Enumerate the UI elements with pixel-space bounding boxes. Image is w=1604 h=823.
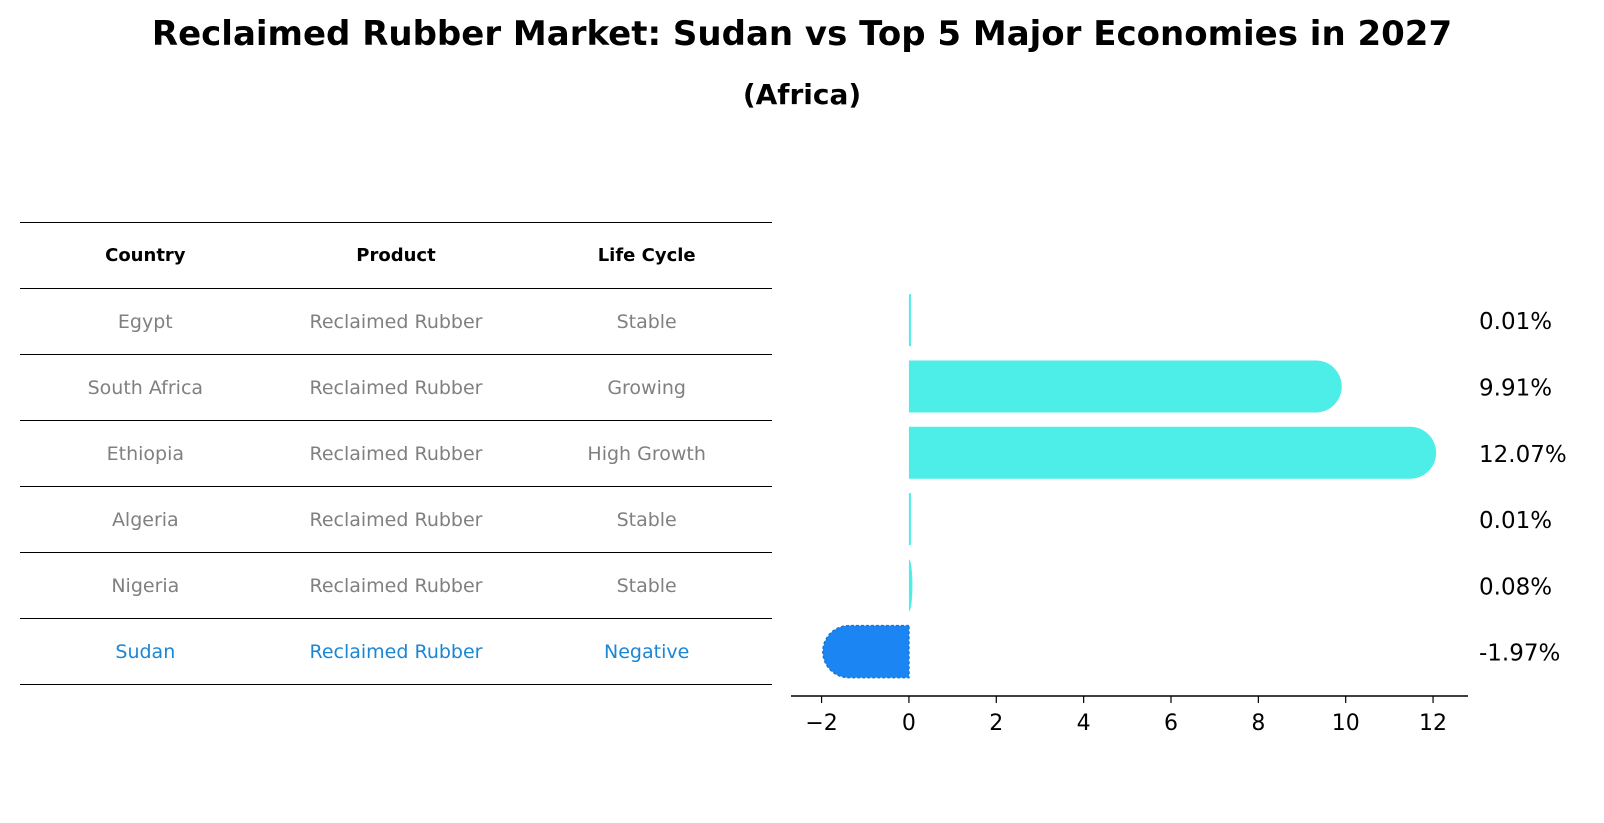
bar-nigeria bbox=[908, 559, 913, 612]
cell-product: Reclaimed Rubber bbox=[270, 420, 522, 487]
table-row: Ethiopia Reclaimed Rubber High Growth bbox=[20, 420, 772, 487]
bar-sudan bbox=[822, 624, 910, 679]
bar-egypt bbox=[908, 294, 911, 347]
bar-south-africa bbox=[908, 360, 1342, 413]
x-tick-label: 8 bbox=[1251, 711, 1265, 736]
x-tick-label: −2 bbox=[805, 711, 837, 736]
cell-life-cycle: Stable bbox=[521, 288, 772, 355]
cell-country: Algeria bbox=[20, 486, 271, 553]
table-row: Algeria Reclaimed Rubber Stable bbox=[20, 486, 772, 553]
table-row: South Africa Reclaimed Rubber Growing bbox=[20, 354, 772, 421]
x-tick-label: 0 bbox=[902, 711, 916, 736]
cell-life-cycle: Stable bbox=[521, 552, 772, 619]
value-label: 0.08% bbox=[1479, 574, 1552, 600]
x-tick-label: 2 bbox=[989, 711, 1003, 736]
table-row-highlight: Sudan Reclaimed Rubber Negative bbox=[20, 618, 772, 685]
bar-algeria bbox=[908, 493, 911, 546]
cell-product: Reclaimed Rubber bbox=[270, 354, 522, 421]
value-label: 0.01% bbox=[1479, 309, 1552, 335]
x-tick-label: 6 bbox=[1164, 711, 1178, 736]
value-label: 0.01% bbox=[1479, 508, 1552, 534]
cell-life-cycle: Stable bbox=[521, 486, 772, 553]
table-header-row: Country Product Life Cycle bbox=[20, 222, 772, 289]
table-row: Egypt Reclaimed Rubber Stable bbox=[20, 288, 772, 355]
header-life-cycle: Life Cycle bbox=[521, 222, 772, 289]
cell-life-cycle: High Growth bbox=[521, 420, 772, 487]
x-tick-label: 10 bbox=[1332, 711, 1360, 736]
cell-country: Egypt bbox=[20, 288, 271, 355]
country-table: Country Product Life Cycle Egypt Reclaim… bbox=[20, 222, 772, 685]
cell-product: Reclaimed Rubber bbox=[270, 486, 522, 553]
chart-subtitle: (Africa) bbox=[742, 78, 862, 111]
value-label: -1.97% bbox=[1479, 641, 1560, 667]
cell-country: Ethiopia bbox=[20, 420, 271, 487]
cell-country: Sudan bbox=[20, 618, 271, 685]
cell-product: Reclaimed Rubber bbox=[270, 618, 522, 685]
bar-ethiopia bbox=[908, 426, 1437, 479]
header-product: Product bbox=[270, 222, 522, 289]
cell-product: Reclaimed Rubber bbox=[270, 288, 522, 355]
value-label: 12.07% bbox=[1479, 442, 1567, 468]
chart-title: Reclaimed Rubber Market: Sudan vs Top 5 … bbox=[151, 14, 1453, 54]
cell-life-cycle: Negative bbox=[521, 618, 772, 685]
cell-product: Reclaimed Rubber bbox=[270, 552, 522, 619]
cell-country: Nigeria bbox=[20, 552, 271, 619]
value-label: 9.91% bbox=[1479, 375, 1552, 401]
cell-country: South Africa bbox=[20, 354, 271, 421]
header-country: Country bbox=[20, 222, 271, 289]
cell-life-cycle: Growing bbox=[521, 354, 772, 421]
x-tick-label: 4 bbox=[1077, 711, 1091, 736]
table-row: Nigeria Reclaimed Rubber Stable bbox=[20, 552, 772, 619]
x-tick-label: 12 bbox=[1419, 711, 1447, 736]
